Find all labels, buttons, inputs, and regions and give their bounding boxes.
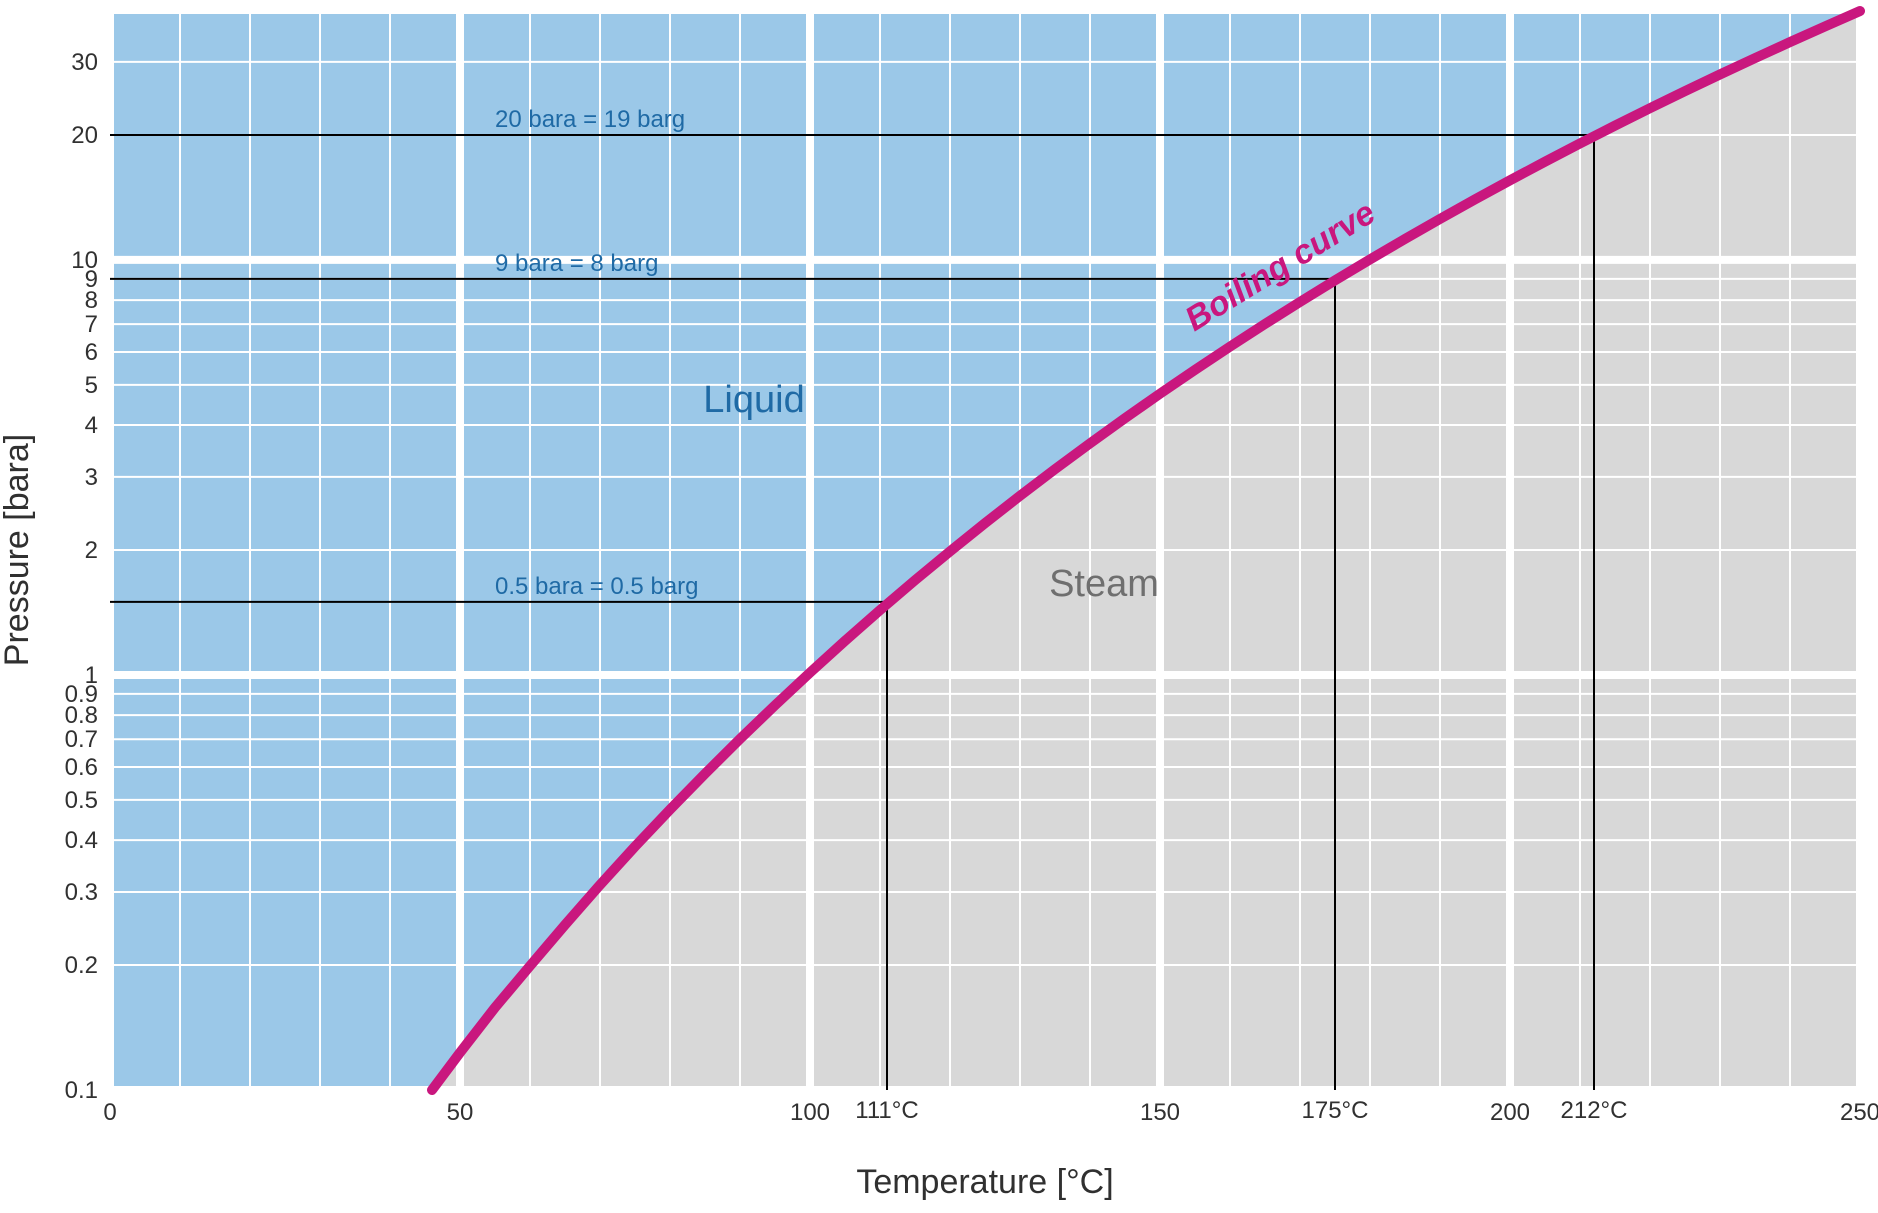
x-tick-label: 150 [1140, 1099, 1180, 1126]
y-axis-title: Pressure [bara] [0, 434, 36, 666]
phase-diagram-chart: 0.5 bara = 0.5 barg 111°C 9 bara = 8 barg 1… [0, 0, 1878, 1213]
y-tick-label: 3 [85, 464, 98, 491]
x-tick-label: 250 [1840, 1099, 1878, 1126]
y-tick-label: 0.2 [65, 952, 98, 979]
y-tick-label: 0.4 [65, 827, 98, 854]
y-tick-label: 6 [85, 339, 98, 366]
reference-label: 0.5 bara = 0.5 barg [495, 573, 698, 600]
y-tick-label: 0.5 [65, 787, 98, 814]
reference-x-label: 111°C [855, 1097, 918, 1124]
x-tick-label: 0 [103, 1099, 116, 1126]
reference-label: 9 bara = 8 barg [495, 250, 658, 277]
x-tick-label: 100 [790, 1099, 830, 1126]
x-tick-label: 50 [447, 1099, 474, 1126]
y-tick-label: 20 [71, 122, 98, 149]
reference-label: 20 bara = 19 barg [495, 106, 685, 133]
y-tick-label: 30 [71, 49, 98, 76]
y-tick-label: 2 [85, 537, 98, 564]
y-tick-label: 5 [85, 372, 98, 399]
reference-x-label: 212°C [1561, 1097, 1628, 1124]
liquid-label: Liquid [703, 379, 804, 421]
x-tick-label: 200 [1490, 1099, 1530, 1126]
y-tick-label: 0.6 [65, 754, 98, 781]
chart-svg: 0.5 bara = 0.5 barg 111°C 9 bara = 8 barg 1… [0, 0, 1878, 1213]
y-tick-label: 10 [71, 247, 98, 274]
y-tick-label: 4 [85, 412, 98, 439]
y-tick-label: 0.1 [65, 1077, 98, 1104]
steam-label: Steam [1049, 563, 1159, 605]
x-axis-title: Temperature [°C] [856, 1163, 1113, 1201]
y-tick-label: 0.3 [65, 879, 98, 906]
y-tick-label: 0.7 [65, 726, 98, 753]
y-tick-label: 7 [85, 311, 98, 338]
reference-x-label: 175°C [1302, 1097, 1369, 1124]
y-tick-label: 1 [85, 662, 98, 689]
